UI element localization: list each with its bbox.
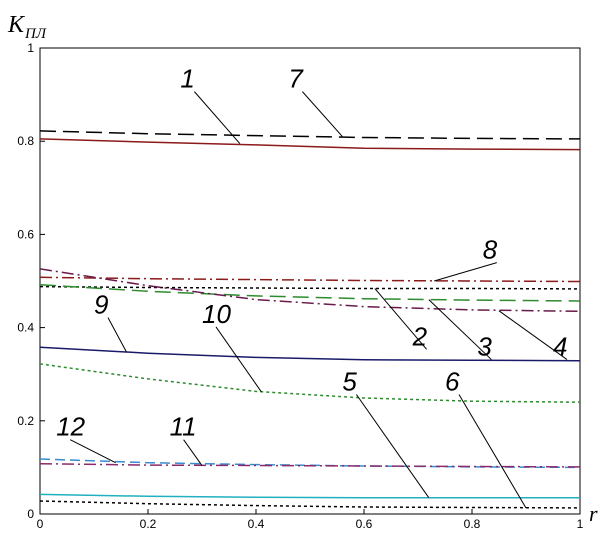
leader-line-12 [69, 439, 116, 464]
curve-label-6: 6 [445, 367, 460, 397]
curve-label-9: 9 [94, 290, 108, 320]
leader-line-1 [194, 91, 241, 144]
leader-line-5 [355, 394, 430, 498]
series-line-9 [39, 346, 581, 362]
leader-line-8 [434, 262, 497, 282]
y-tick-label: 0.4 [17, 321, 34, 335]
leader-line-7 [302, 91, 343, 137]
y-tick-label: 0.8 [17, 134, 34, 148]
x-tick-label: 0.4 [248, 517, 265, 531]
leader-line-10 [215, 326, 262, 393]
x-tick-label: 1 [577, 517, 584, 531]
plot-area-border [39, 47, 581, 515]
axis-labels: K ПЛ r [7, 12, 598, 526]
curve-label-8: 8 [483, 235, 498, 265]
curve-label-12: 12 [56, 412, 85, 442]
series-line-6 [39, 500, 581, 509]
curve-label-3: 3 [477, 332, 492, 362]
x-axis-label: r [589, 501, 598, 526]
y-tick-label: 0 [27, 507, 34, 521]
leader-line-6 [458, 394, 527, 509]
leader-line-3 [428, 299, 492, 360]
curve-label-2: 2 [412, 321, 428, 351]
y-tick-label: 1 [27, 41, 34, 55]
curve-label-11: 11 [170, 412, 197, 442]
series-line-3 [39, 283, 581, 302]
plot-frame [39, 47, 581, 515]
leader-line-11 [183, 439, 203, 466]
curve-label-7: 7 [288, 64, 304, 94]
y-tick-label: 0.6 [17, 227, 34, 241]
curve-label-10: 10 [202, 299, 231, 329]
series-line-8 [39, 276, 581, 283]
series-line-4 [39, 268, 581, 313]
series-line-2 [39, 285, 581, 290]
x-tick-label: 0 [37, 517, 44, 531]
x-tick-label: 0.8 [464, 517, 481, 531]
series-line-1 [39, 138, 581, 151]
leader-line-9 [107, 317, 127, 353]
x-tick-label: 0.2 [140, 517, 157, 531]
x-tick-label: 0.6 [356, 517, 373, 531]
series-line-7 [39, 130, 581, 140]
y-tick-label: 0.2 [17, 414, 34, 428]
series-line-11 [39, 462, 581, 468]
series-line-5 [39, 493, 580, 499]
curve-label-1: 1 [180, 64, 194, 94]
series-layer [39, 130, 581, 509]
curve-label-4: 4 [553, 332, 567, 362]
series-line-10 [39, 363, 581, 403]
leader-line-4 [498, 310, 568, 360]
axis-ticks: 0 0.2 0.4 0.6 0.8 100.20.40.60.81 [17, 41, 583, 531]
y-axis-label-subscript: ПЛ [24, 26, 47, 42]
curve-label-5: 5 [342, 367, 357, 397]
curve-labels: 1 7 8 2 3 4 9 10 12 11 5 6 [56, 64, 568, 509]
leader-line-2 [374, 288, 427, 350]
y-axis-label: K [7, 12, 26, 38]
